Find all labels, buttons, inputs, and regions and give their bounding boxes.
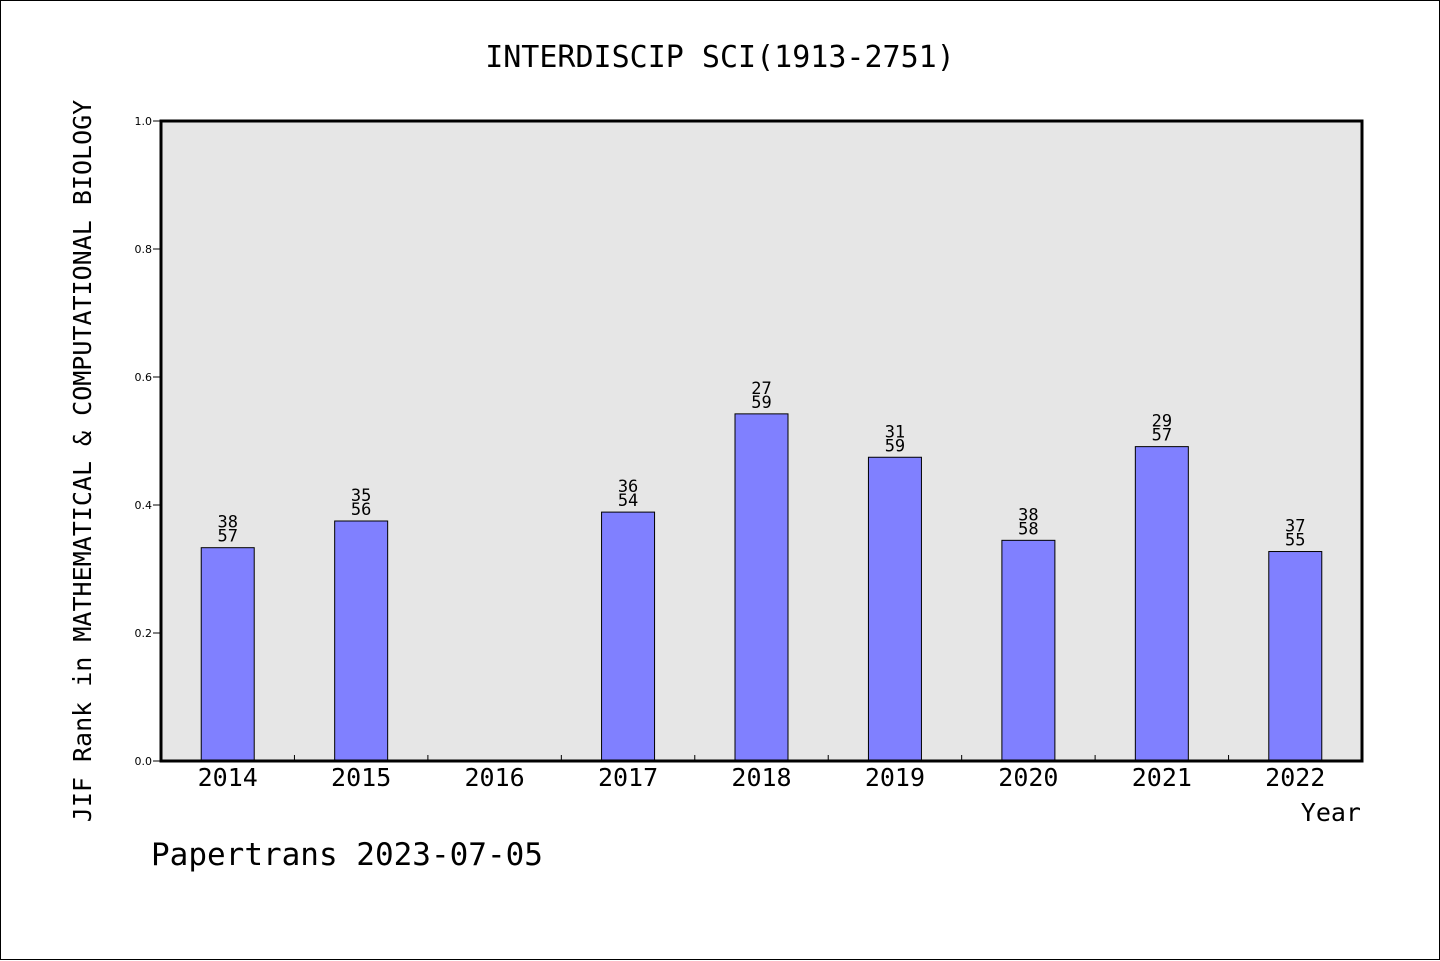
data-label-total: 59: [885, 436, 905, 456]
data-label-total: 55: [1285, 531, 1305, 551]
y-tick-label: 0.0: [135, 755, 153, 768]
x-tick-label: 2018: [731, 763, 791, 792]
bar: [1134, 446, 1189, 762]
y-tick-label: 0.4: [135, 499, 153, 512]
x-tick-label: 2016: [465, 763, 525, 792]
bar: [867, 456, 922, 762]
data-label-rank: 35: [351, 486, 371, 506]
data-label-rank: 29: [1152, 412, 1172, 432]
bar: [1001, 539, 1056, 762]
bar: [1268, 551, 1323, 762]
chart-title: INTERDISCIP SCI(1913-2751): [485, 40, 955, 75]
data-label-rank: 31: [885, 422, 905, 442]
y-axis-label: JIF Rank in MATHEMATICAL & COMPUTATIONAL…: [68, 100, 97, 822]
x-tick-label: 2017: [598, 763, 658, 792]
data-label-total: 56: [351, 500, 371, 520]
footer-text: Papertrans 2023-07-05: [151, 837, 543, 873]
x-tick-label: 2014: [198, 763, 258, 792]
data-label-rank: 38: [217, 513, 237, 533]
x-axis-label: Year: [1301, 798, 1361, 827]
data-label-total: 54: [618, 491, 638, 511]
bar: [734, 413, 789, 762]
data-label-rank: 38: [1018, 505, 1038, 525]
y-tick-label: 0.2: [135, 627, 153, 640]
bar: [200, 547, 255, 762]
data-label-total: 58: [1018, 519, 1038, 539]
bar: [334, 520, 389, 762]
plot-border: [159, 119, 1364, 763]
data-label-total: 57: [1152, 426, 1172, 446]
x-tick-label: 2019: [865, 763, 925, 792]
y-tick-label: 0.6: [135, 371, 153, 384]
data-label-rank: 27: [751, 379, 771, 399]
data-label-total: 57: [217, 527, 237, 547]
data-label-rank: 37: [1285, 517, 1305, 537]
y-tick-label: 0.8: [135, 243, 153, 256]
y-tick-label: 1.0: [135, 115, 153, 128]
x-tick-label: 2022: [1265, 763, 1325, 792]
data-label-total: 59: [751, 393, 771, 413]
x-tick-label: 2021: [1132, 763, 1192, 792]
x-tick-label: 2020: [998, 763, 1058, 792]
data-label-rank: 36: [618, 477, 638, 497]
bar: [601, 511, 656, 762]
x-tick-label: 2015: [331, 763, 391, 792]
